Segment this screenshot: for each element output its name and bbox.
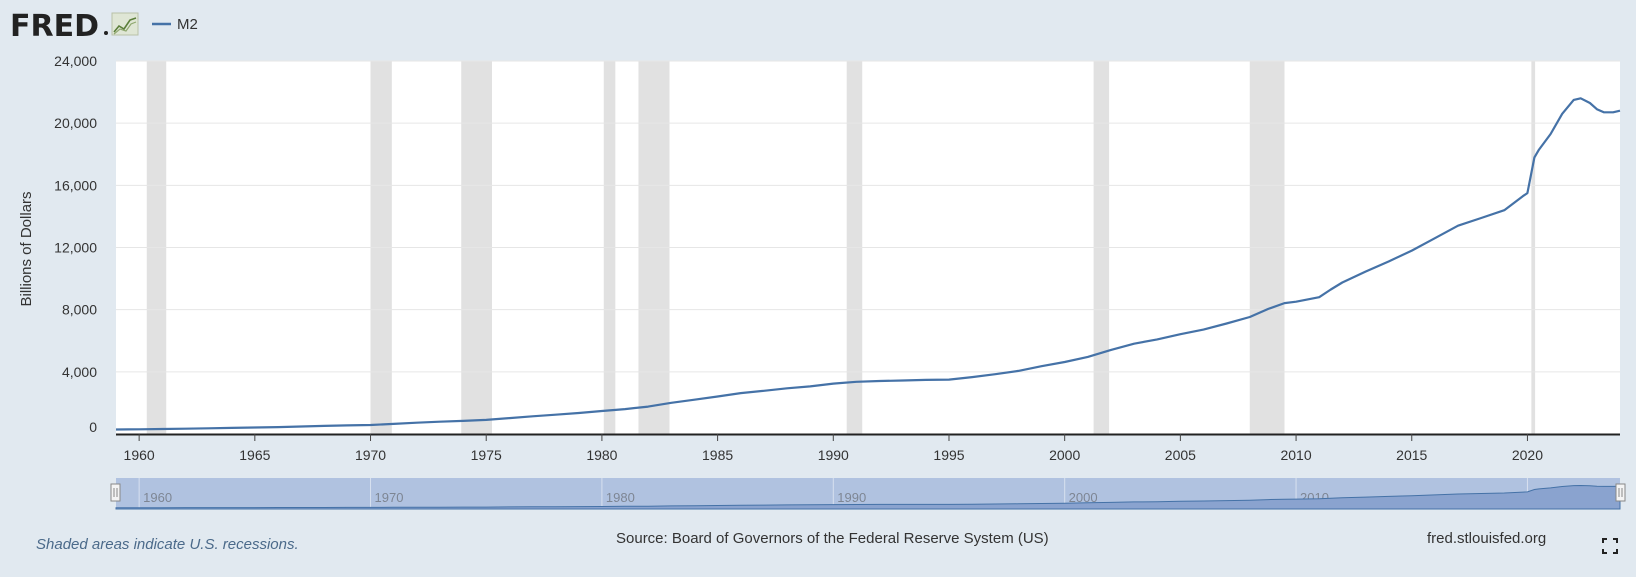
- source-credit: Source: Board of Governors of the Federa…: [616, 530, 1049, 547]
- series-line-m2[interactable]: [115, 97, 1621, 431]
- fred-logo-text: FRED: [10, 9, 99, 44]
- x-tick-label: 2005: [1165, 447, 1196, 463]
- x-tick-label: 1990: [818, 447, 849, 463]
- x-tick-label: 2015: [1396, 447, 1427, 463]
- x-tick-label: 2000: [1049, 447, 1080, 463]
- recession-note: Shaded areas indicate U.S. recessions.: [36, 536, 299, 553]
- y-tick-label: 12,000: [54, 240, 97, 256]
- legend-label-m2: M2: [177, 16, 198, 33]
- navigator-tick-label: 1960: [143, 490, 172, 505]
- navigator-tick-label: 1980: [606, 490, 635, 505]
- x-tick-label: 1980: [586, 447, 617, 463]
- navigator-left-handle[interactable]: [110, 483, 121, 502]
- navigator-tick-label: 1990: [837, 490, 866, 505]
- legend[interactable]: M2: [152, 16, 198, 33]
- x-tick-label: 1975: [471, 447, 502, 463]
- navigator-series-area: [115, 484, 1621, 510]
- x-tick-label: 1995: [933, 447, 964, 463]
- site-link[interactable]: fred.stlouisfed.org: [1427, 530, 1547, 547]
- y-tick-label: 8,000: [62, 302, 97, 318]
- x-tick-label: 1965: [239, 447, 270, 463]
- y-axis-title: Billions of Dollars: [18, 191, 35, 306]
- trend-chart-icon: [111, 12, 139, 36]
- fred-logo[interactable]: FRED: [10, 9, 139, 44]
- navigator-right-handle[interactable]: [1615, 483, 1626, 502]
- y-tick-label: 20,000: [54, 115, 97, 131]
- navigator-tick-label: 1970: [375, 490, 404, 505]
- x-tick-label: 1970: [355, 447, 386, 463]
- y-tick-label: 24,000: [54, 53, 97, 69]
- y-tick-label: 0: [89, 419, 97, 435]
- x-tick-label: 2010: [1280, 447, 1311, 463]
- y-tick-label: 4,000: [62, 364, 97, 380]
- x-tick-label: 1960: [124, 447, 155, 463]
- x-tick-label: 2020: [1512, 447, 1543, 463]
- x-tick-label: 1985: [702, 447, 733, 463]
- fullscreen-icon[interactable]: [1602, 538, 1618, 554]
- logo-registered-dot: [104, 31, 108, 35]
- y-tick-label: 16,000: [54, 177, 97, 193]
- navigator-tick-label: 2000: [1069, 490, 1098, 505]
- range-navigator[interactable]: 1960197019801990200020102020: [110, 478, 1626, 510]
